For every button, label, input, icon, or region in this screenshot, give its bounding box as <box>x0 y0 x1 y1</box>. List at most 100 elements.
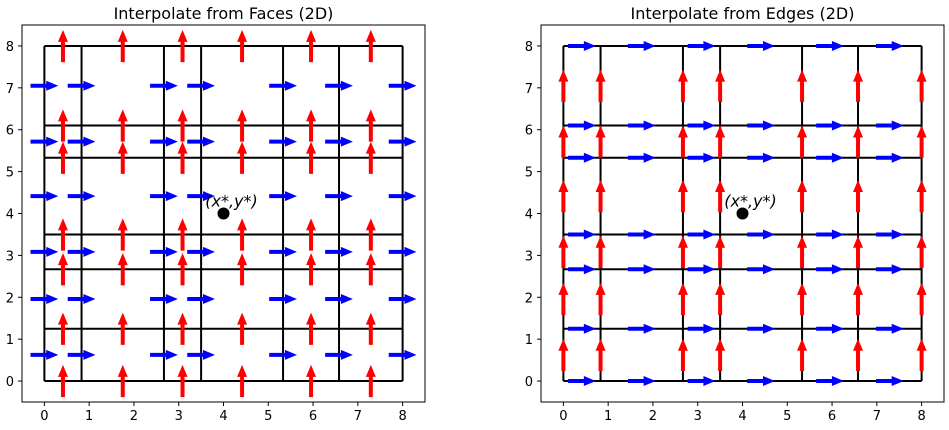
faces-x-tick-label: 6 <box>309 409 317 424</box>
faces-y-tick-label: 2 <box>6 291 14 306</box>
faces-y-arrow <box>177 141 188 174</box>
edges-y-arrow <box>558 338 569 371</box>
edges-y-arrow <box>715 338 726 371</box>
edges-y-arrow <box>558 235 569 268</box>
faces-x-tick-label: 5 <box>264 409 272 424</box>
edges-y-arrow <box>558 179 569 213</box>
edges-y-arrow <box>677 125 688 158</box>
faces-y-arrow <box>365 218 376 251</box>
faces-y-arrow <box>177 109 188 142</box>
edges-x-arrow <box>816 40 844 51</box>
faces-x-arrow <box>325 293 353 304</box>
faces-x-arrow <box>187 191 215 202</box>
edges-x-arrow <box>875 120 904 131</box>
faces-x-arrow <box>67 246 96 257</box>
edges-x-arrow <box>687 152 716 163</box>
edges-x-tick-label: 4 <box>738 409 746 424</box>
edges-y-tick-label: 4 <box>525 208 533 223</box>
edges-y-arrow <box>677 235 688 268</box>
edges-y-arrow <box>797 338 808 371</box>
edges-x-arrow <box>816 152 844 163</box>
faces-x-arrow <box>187 80 215 91</box>
edges-x-arrow <box>816 264 844 275</box>
faces-x-arrow <box>325 136 353 147</box>
edges-panel: Interpolate from Edges (2D) 0 1 2 3 4 5 6 7 8 0 1… <box>525 4 945 424</box>
faces-y-arrow <box>365 141 376 174</box>
faces-x-arrow <box>388 80 417 91</box>
edges-y-arrow <box>853 282 864 316</box>
faces-y-arrow <box>177 364 188 398</box>
faces-x-arrow <box>30 349 59 360</box>
edges-y-arrow <box>715 179 726 213</box>
faces-y-tick-label: 0 <box>6 375 14 390</box>
edges-y-arrow <box>853 235 864 268</box>
edges-x-arrow <box>875 264 904 275</box>
edges-x-arrow <box>568 229 596 240</box>
edges-x-arrow <box>747 264 775 275</box>
faces-x-arrow <box>67 191 96 202</box>
edges-x-arrow <box>687 264 716 275</box>
edges-x-arrow <box>568 152 596 163</box>
edges-y-arrow <box>853 179 864 213</box>
edges-x-tick-label: 8 <box>917 409 925 424</box>
faces-y-arrow <box>365 364 376 398</box>
faces-x-arrow <box>30 293 59 304</box>
faces-x-arrow <box>150 293 178 304</box>
edges-y-tick-label: 5 <box>525 166 533 181</box>
edges-x-arrow <box>687 376 716 387</box>
edges-x-arrow <box>627 120 656 131</box>
edges-x-arrow <box>747 323 775 334</box>
edges-y-arrow <box>558 69 569 102</box>
edges-x-arrow <box>875 40 904 51</box>
faces-y-arrow <box>237 218 248 251</box>
faces-x-arrow <box>388 246 417 257</box>
edges-x-arrow <box>687 229 716 240</box>
edges-x-arrow <box>875 376 904 387</box>
edges-y-arrow <box>916 282 927 316</box>
edges-x-tick-label: 1 <box>604 409 612 424</box>
faces-y-arrow <box>237 141 248 174</box>
edges-x-arrow <box>875 229 904 240</box>
faces-x-arrow <box>269 246 297 257</box>
faces-x-arrow <box>388 293 417 304</box>
edges-y-arrow <box>677 69 688 102</box>
edges-query-label: (x*,y*) <box>724 192 777 211</box>
faces-query-label: (x*,y*) <box>205 192 258 211</box>
faces-panel: Interpolate from Faces (2D) 0 1 2 3 4 5 6 7 8 0 1… <box>6 4 426 424</box>
faces-y-arrow <box>117 312 128 345</box>
faces-y-arrow <box>57 364 68 398</box>
faces-arrows <box>30 29 417 398</box>
faces-y-arrow <box>177 29 188 63</box>
faces-y-arrow <box>365 312 376 345</box>
edges-y-arrow <box>797 282 808 316</box>
faces-y-tick-label: 5 <box>6 166 14 181</box>
edges-y-arrow <box>595 179 606 213</box>
edges-y-arrow <box>677 282 688 316</box>
faces-x-arrow <box>150 136 178 147</box>
faces-x-arrow <box>30 80 59 91</box>
faces-x-arrow <box>150 349 178 360</box>
faces-x-tick-label: 2 <box>130 409 138 424</box>
faces-y-arrow <box>237 312 248 345</box>
edges-y-arrow <box>595 69 606 102</box>
faces-x-arrow <box>187 293 215 304</box>
faces-y-arrow <box>117 141 128 174</box>
faces-x-arrow <box>67 293 96 304</box>
faces-x-arrow <box>67 349 96 360</box>
edges-y-arrow <box>916 69 927 102</box>
faces-x-arrow <box>388 349 417 360</box>
faces-x-tick-label: 4 <box>219 409 227 424</box>
edges-x-arrow <box>816 120 844 131</box>
faces-x-tick-label: 7 <box>354 409 362 424</box>
edges-y-tick-label: 8 <box>525 40 533 55</box>
edges-y-arrow <box>595 125 606 158</box>
faces-x-arrow <box>325 80 353 91</box>
faces-x-arrow <box>187 349 215 360</box>
edges-y-arrow <box>916 338 927 371</box>
faces-title: Interpolate from Faces (2D) <box>114 4 334 23</box>
edges-y-arrow <box>558 125 569 158</box>
edges-x-arrow <box>747 229 775 240</box>
edges-y-arrow <box>853 338 864 371</box>
faces-y-ticks: 0 1 2 3 4 5 6 7 8 <box>6 40 22 390</box>
edges-y-ticks: 0 1 2 3 4 5 6 7 8 <box>525 40 541 390</box>
